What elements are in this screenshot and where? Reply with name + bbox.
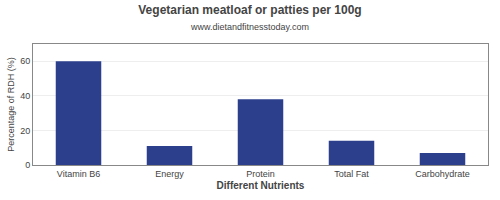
svg-text:20: 20 <box>20 126 30 136</box>
svg-text:Total Fat: Total Fat <box>334 169 369 179</box>
svg-text:Vegetarian meatloaf or patties: Vegetarian meatloaf or patties per 100gw… <box>138 3 361 32</box>
svg-text:Percentage of RDH (%): Percentage of RDH (%) <box>6 57 16 152</box>
svg-text:60: 60 <box>20 56 30 66</box>
svg-text:Protein: Protein <box>246 169 275 179</box>
svg-text:Different Nutrients: Different Nutrients <box>217 180 305 191</box>
svg-text:0: 0 <box>25 160 30 170</box>
svg-text:40: 40 <box>20 91 30 101</box>
svg-text:Energy: Energy <box>155 169 184 179</box>
svg-text:Vitamin B6: Vitamin B6 <box>57 169 100 179</box>
svg-text:Carbohydrate: Carbohydrate <box>415 169 470 179</box>
